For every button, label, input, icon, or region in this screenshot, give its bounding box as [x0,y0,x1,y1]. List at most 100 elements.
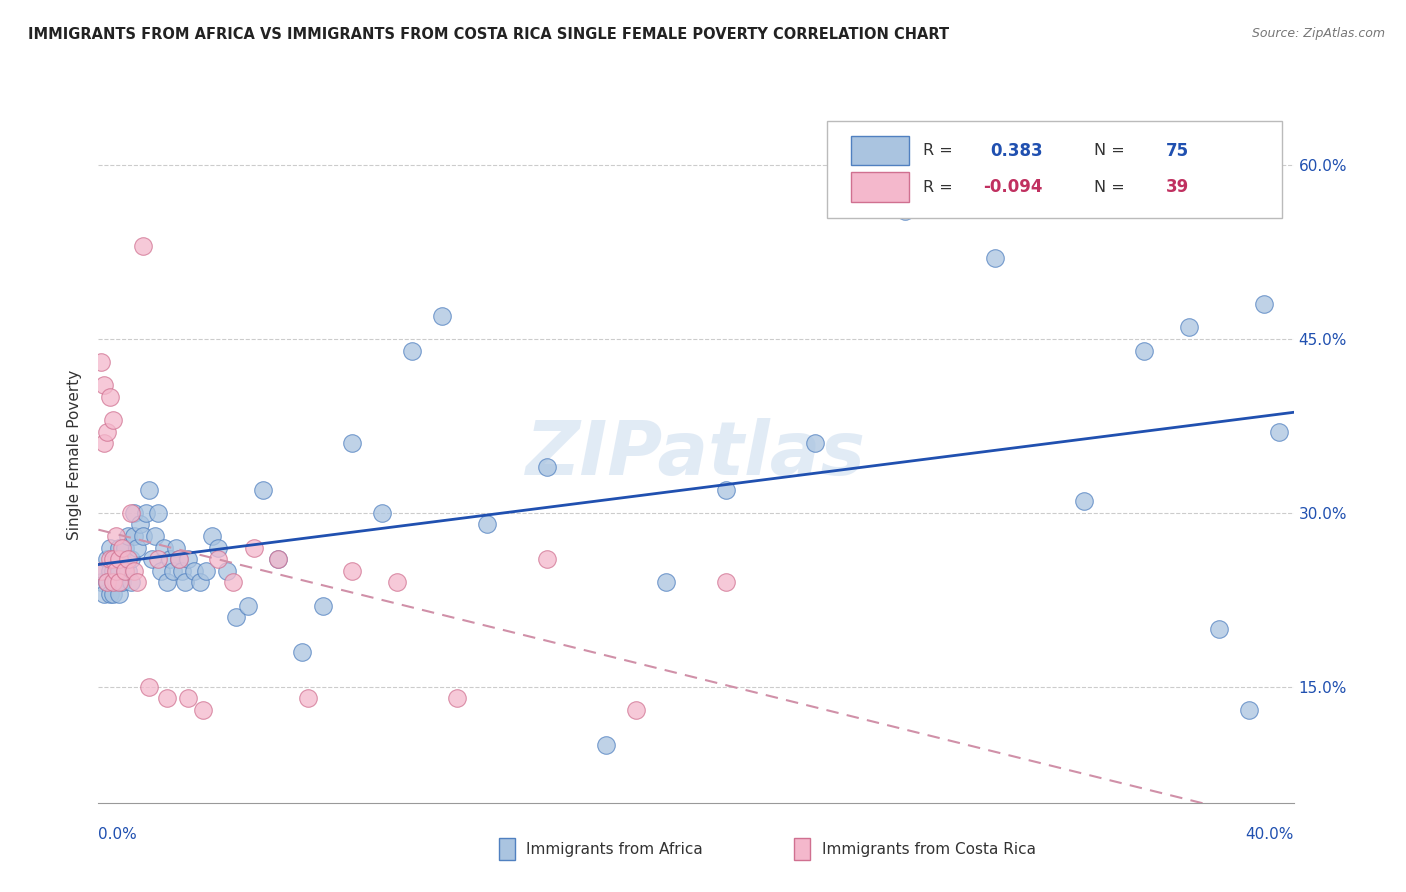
Point [1133,343,1156,358]
Point [100,541,122,555]
FancyBboxPatch shape [827,121,1282,219]
Text: 75: 75 [1166,142,1188,160]
Point [132,529,155,543]
Point [207,552,229,566]
Point [124,564,146,578]
Point [446,691,468,706]
Point [191,703,214,717]
Point [1253,297,1275,311]
Point [114,541,136,555]
Point [342,564,364,578]
Point [177,552,200,566]
Point [96,575,118,590]
Point [401,343,423,358]
Text: Immigrants from Costa Rica: Immigrants from Costa Rica [821,842,1036,856]
Point [129,517,152,532]
Point [120,506,142,520]
Point [195,564,218,578]
Point [90,575,112,590]
Point [150,564,173,578]
Point [90,355,112,369]
Point [156,691,179,706]
Point [222,575,245,590]
Point [124,529,146,543]
Point [100,552,122,566]
Point [93,587,115,601]
Point [127,541,149,555]
Text: R =: R = [924,144,957,159]
Y-axis label: Single Female Poverty: Single Female Poverty [67,370,83,540]
Point [626,703,648,717]
Point [595,738,617,752]
Point [117,564,139,578]
Text: N =: N = [1094,144,1130,159]
Point [111,575,134,590]
Point [267,552,290,566]
Point [132,239,155,253]
Point [714,483,737,497]
Point [174,575,197,590]
Point [103,587,125,601]
Point [103,575,125,590]
Point [167,552,190,566]
Point [371,506,394,520]
Point [90,564,112,578]
Text: 39: 39 [1166,178,1189,196]
Point [96,552,118,566]
Point [93,436,115,450]
Point [105,552,128,566]
Point [148,506,170,520]
Point [1267,425,1289,439]
Point [297,691,319,706]
Point [215,564,238,578]
Point [1073,494,1095,508]
Point [105,575,128,590]
Point [342,436,364,450]
Point [207,541,229,555]
Point [103,413,125,427]
Point [1178,320,1201,334]
Point [117,529,139,543]
Point [114,564,136,578]
Point [243,541,266,555]
Point [430,309,453,323]
Point [183,564,205,578]
Point [267,552,290,566]
Point [141,552,163,566]
Point [177,691,200,706]
Point [153,541,176,555]
Point [111,541,134,555]
Point [172,564,194,578]
Point [103,552,125,566]
Point [188,575,211,590]
Point [96,575,118,590]
Point [100,390,122,404]
Point [108,541,131,555]
Point [148,552,170,566]
Point [138,483,160,497]
Point [108,575,131,590]
Text: 0.0%: 0.0% [98,827,138,841]
Point [1208,622,1230,636]
Point [127,575,149,590]
Text: IMMIGRANTS FROM AFRICA VS IMMIGRANTS FROM COSTA RICA SINGLE FEMALE POVERTY CORRE: IMMIGRANTS FROM AFRICA VS IMMIGRANTS FRO… [28,27,949,42]
Point [100,587,122,601]
Text: N =: N = [1094,179,1130,194]
Point [475,517,498,532]
Point [138,680,160,694]
Point [536,459,558,474]
Point [385,575,409,590]
Point [111,552,134,566]
Point [536,552,558,566]
Point [117,552,139,566]
Text: R =: R = [924,179,957,194]
Text: Source: ZipAtlas.com: Source: ZipAtlas.com [1251,27,1385,40]
Point [655,575,678,590]
Point [103,575,125,590]
Point [114,564,136,578]
Point [201,529,224,543]
Point [894,204,917,219]
Point [162,564,184,578]
Point [1237,703,1260,717]
Point [714,575,737,590]
